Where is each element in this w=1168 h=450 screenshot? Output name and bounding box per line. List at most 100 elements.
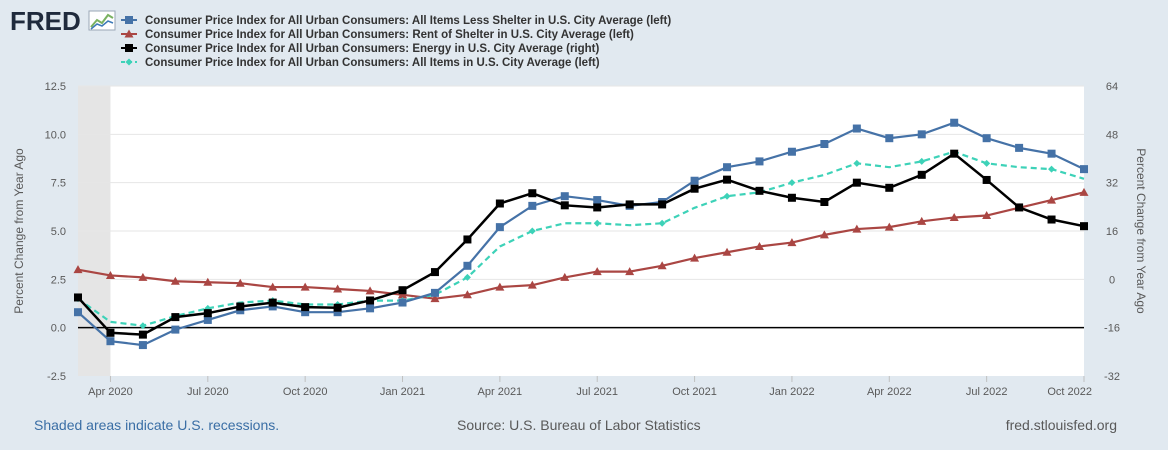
data-point <box>463 273 471 281</box>
legend-label: Consumer Price Index for All Urban Consu… <box>145 43 600 55</box>
legend-item-1: Consumer Price Index for All Urban Consu… <box>121 15 671 27</box>
legend: Consumer Price Index for All Urban Consu… <box>121 15 671 69</box>
data-point <box>820 140 829 148</box>
x-tick-label: Jul 2022 <box>966 386 1008 398</box>
data-point <box>106 328 115 337</box>
data-point <box>658 200 667 209</box>
data-point <box>690 184 699 193</box>
data-point <box>495 223 504 232</box>
data-point <box>950 118 959 127</box>
data-point <box>73 265 83 274</box>
fred-logo[interactable]: FRED <box>10 6 116 36</box>
data-point <box>754 241 764 250</box>
data-point <box>788 179 796 187</box>
data-point <box>1015 143 1024 152</box>
legend-marker <box>125 44 133 52</box>
data-point <box>333 308 342 317</box>
y-left-tick-label: 12.5 <box>45 81 66 93</box>
x-tick-label: Jan 2022 <box>769 386 814 398</box>
fred-logo-chart-icon <box>88 10 116 31</box>
series-line <box>77 121 1085 347</box>
y-right-tick-label: 48 <box>1106 129 1118 141</box>
data-point <box>852 224 862 233</box>
data-point <box>819 230 829 239</box>
legend-item-2: Consumer Price Index for All Urban Consu… <box>121 29 634 41</box>
recession-note[interactable]: Shaded areas indicate U.S. recessions. <box>34 417 280 433</box>
data-point <box>884 222 894 231</box>
data-point <box>852 124 861 133</box>
data-point <box>398 290 408 299</box>
y-left-tick-label: -2.5 <box>47 371 66 383</box>
data-point <box>560 272 570 281</box>
data-point <box>366 304 375 313</box>
data-point <box>1079 187 1089 196</box>
data-point <box>690 176 699 185</box>
data-point <box>885 134 894 143</box>
data-point <box>560 192 569 201</box>
data-point <box>820 198 829 206</box>
series-line <box>77 150 1085 327</box>
data-point <box>138 341 147 350</box>
y-axis-left: -2.5 0.0 2.5 5.0 7.5 10.0 12.5 <box>45 81 66 383</box>
data-point <box>203 309 212 318</box>
source-note: Source: U.S. Bureau of Labor Statistics <box>457 417 701 433</box>
series-line <box>77 152 1085 336</box>
data-point <box>463 261 472 270</box>
data-point <box>787 147 796 156</box>
y-left-tick-label: 7.5 <box>51 178 66 190</box>
data-point <box>430 294 440 303</box>
data-point <box>139 322 147 330</box>
y-right-tick-label: -32 <box>1104 371 1120 383</box>
site-link[interactable]: fred.stlouisfed.org <box>1005 417 1117 433</box>
legend-label: Consumer Price Index for All Urban Consu… <box>145 29 634 41</box>
data-point <box>398 286 407 295</box>
data-point <box>755 186 764 195</box>
y-right-tick-label: 32 <box>1106 178 1118 190</box>
x-tick-label: Jul 2021 <box>576 386 618 398</box>
series-3 <box>74 149 1088 339</box>
data-point <box>1047 149 1056 158</box>
x-tick-label: Jan 2021 <box>380 386 425 398</box>
x-tick-label: Oct 2022 <box>1047 386 1092 398</box>
data-point <box>1047 215 1056 224</box>
x-tick-label: Apr 2020 <box>88 386 133 398</box>
y-right-tick-label: 0 <box>1109 274 1115 286</box>
data-point <box>983 159 991 167</box>
data-point <box>106 337 115 346</box>
data-point <box>593 196 602 205</box>
data-point <box>917 170 926 179</box>
data-point <box>723 175 732 184</box>
data-point <box>495 199 504 208</box>
data-point <box>690 253 700 262</box>
data-point <box>463 235 472 244</box>
y-right-tick-label: 16 <box>1106 226 1118 238</box>
data-point <box>333 303 342 312</box>
data-point <box>430 268 439 277</box>
data-point <box>495 282 505 291</box>
legend-label: Consumer Price Index for All Urban Consu… <box>145 57 600 69</box>
data-point <box>657 261 667 270</box>
data-point <box>528 189 537 198</box>
data-point <box>527 280 537 289</box>
x-tick-label: Oct 2020 <box>283 386 328 398</box>
data-point <box>853 159 861 167</box>
data-point <box>1080 165 1088 174</box>
y-left-tick-label: 10.0 <box>45 129 66 141</box>
legend-marker <box>125 58 133 66</box>
data-point <box>755 157 764 166</box>
data-point <box>1015 203 1024 212</box>
data-point <box>171 313 180 322</box>
data-point <box>982 211 992 220</box>
data-point <box>301 308 310 317</box>
data-point <box>625 200 634 209</box>
y-axis-right-label: Percent Change from Year Ago <box>1134 148 1148 314</box>
data-point <box>625 267 635 276</box>
data-point <box>430 288 439 297</box>
data-point <box>918 157 926 165</box>
data-point <box>560 201 569 210</box>
data-point <box>982 175 991 184</box>
data-point <box>462 290 472 299</box>
data-point <box>949 212 959 221</box>
series-2 <box>73 187 1089 303</box>
data-point <box>528 227 536 235</box>
